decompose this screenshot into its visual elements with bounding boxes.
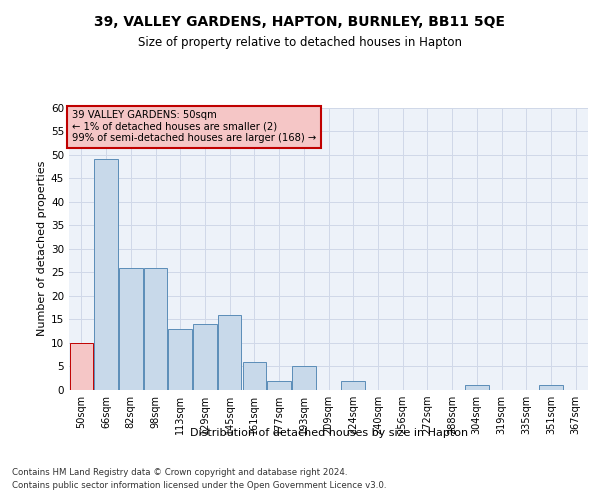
Bar [292, 366, 316, 390]
Bar [218, 314, 241, 390]
Text: Contains public sector information licensed under the Open Government Licence v3: Contains public sector information licen… [12, 482, 386, 490]
Bar [70, 343, 93, 390]
Text: 39 VALLEY GARDENS: 50sqm
← 1% of detached houses are smaller (2)
99% of semi-det: 39 VALLEY GARDENS: 50sqm ← 1% of detache… [72, 110, 316, 144]
Y-axis label: Number of detached properties: Number of detached properties [37, 161, 47, 336]
Text: Contains HM Land Registry data © Crown copyright and database right 2024.: Contains HM Land Registry data © Crown c… [12, 468, 347, 477]
Bar [144, 268, 167, 390]
Bar [169, 329, 192, 390]
Text: Distribution of detached houses by size in Hapton: Distribution of detached houses by size … [190, 428, 468, 438]
Text: Size of property relative to detached houses in Hapton: Size of property relative to detached ho… [138, 36, 462, 49]
Bar [341, 380, 365, 390]
Text: 39, VALLEY GARDENS, HAPTON, BURNLEY, BB11 5QE: 39, VALLEY GARDENS, HAPTON, BURNLEY, BB1… [95, 16, 505, 30]
Bar [539, 386, 563, 390]
Bar [465, 386, 488, 390]
Bar [193, 324, 217, 390]
Bar [119, 268, 143, 390]
Bar [242, 362, 266, 390]
Bar [268, 380, 291, 390]
Bar [94, 160, 118, 390]
